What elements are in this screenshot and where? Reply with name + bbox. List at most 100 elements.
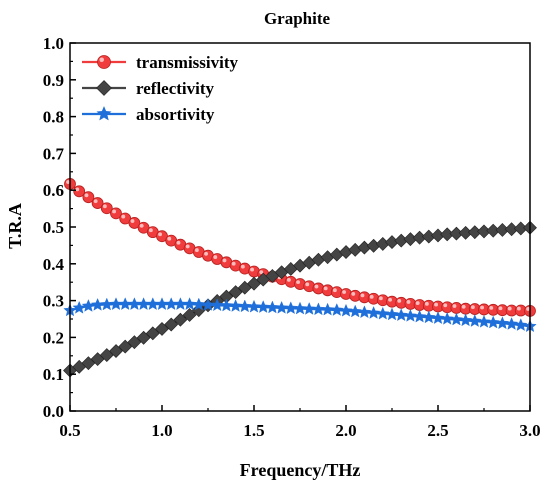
star-marker bbox=[219, 298, 234, 312]
legend-label: reflectivity bbox=[136, 79, 215, 98]
marker-shape bbox=[366, 306, 381, 319]
star-marker bbox=[320, 302, 335, 316]
marker-highlight bbox=[250, 267, 254, 272]
marker-shape bbox=[357, 305, 372, 319]
marker-shape bbox=[348, 304, 362, 318]
marker-shape bbox=[256, 300, 270, 313]
x-tick-label: 1.5 bbox=[243, 421, 264, 440]
marker-highlight bbox=[526, 307, 530, 311]
diamond-marker bbox=[118, 339, 133, 354]
star-marker bbox=[458, 313, 473, 327]
star-marker bbox=[274, 300, 289, 314]
marker-shape bbox=[155, 297, 169, 310]
marker-highlight bbox=[406, 300, 411, 304]
diamond-marker bbox=[96, 80, 112, 96]
x-tick-label: 3.0 bbox=[519, 421, 540, 440]
diamond-marker bbox=[182, 308, 197, 322]
circle-marker bbox=[183, 242, 196, 255]
marker-highlight bbox=[139, 223, 144, 228]
diamond-marker bbox=[164, 317, 179, 332]
y-tick-label: 0.7 bbox=[43, 144, 65, 163]
marker-highlight bbox=[489, 305, 494, 310]
circle-marker bbox=[73, 185, 86, 198]
marker-shape bbox=[182, 297, 197, 310]
star-marker bbox=[348, 304, 362, 318]
marker-shape bbox=[238, 299, 252, 313]
star-marker bbox=[201, 297, 215, 311]
marker-shape bbox=[109, 344, 123, 358]
diamond-marker bbox=[109, 344, 123, 358]
marker-highlight bbox=[240, 264, 245, 269]
series-line-reflectivity bbox=[69, 226, 531, 372]
circle-marker bbox=[229, 259, 242, 272]
star-marker bbox=[495, 316, 510, 330]
star-marker bbox=[127, 297, 142, 310]
star-marker bbox=[431, 311, 445, 324]
marker-highlight bbox=[342, 290, 347, 294]
marker-shape bbox=[394, 308, 408, 322]
marker-shape bbox=[90, 297, 105, 311]
x-tick-label: 0.5 bbox=[59, 421, 80, 440]
marker-shape bbox=[81, 299, 96, 312]
circle-marker bbox=[97, 55, 111, 69]
marker-highlight bbox=[112, 209, 116, 214]
marker-highlight bbox=[397, 298, 402, 303]
marker-shape bbox=[97, 55, 111, 69]
series-absortivity bbox=[63, 297, 537, 333]
diamond-marker bbox=[145, 326, 160, 341]
y-tick-label: 0.2 bbox=[43, 328, 64, 347]
circle-marker bbox=[367, 292, 380, 305]
marker-highlight bbox=[158, 232, 162, 237]
marker-highlight bbox=[66, 180, 70, 184]
marker-highlight bbox=[378, 296, 383, 301]
y-tick-label: 0.3 bbox=[43, 292, 64, 311]
star-marker bbox=[81, 299, 96, 312]
marker-highlight bbox=[194, 248, 199, 253]
star-marker bbox=[136, 297, 151, 310]
marker-highlight bbox=[305, 282, 310, 287]
marker-shape bbox=[118, 297, 132, 310]
series-line-transmissivity bbox=[69, 183, 531, 312]
marker-highlight bbox=[93, 199, 98, 204]
star-marker bbox=[265, 300, 280, 314]
y-axis-label: T.R.A bbox=[5, 203, 25, 249]
star-marker bbox=[504, 317, 519, 330]
star-marker bbox=[256, 300, 270, 313]
marker-shape bbox=[403, 309, 418, 322]
star-marker bbox=[146, 297, 160, 310]
circle-marker bbox=[100, 202, 113, 215]
x-axis-label: Frequency/THz bbox=[240, 460, 361, 480]
marker-shape bbox=[330, 303, 344, 316]
y-tick-label: 0.8 bbox=[43, 108, 64, 127]
star-marker bbox=[385, 307, 399, 321]
series-layer bbox=[63, 178, 537, 378]
star-marker bbox=[339, 303, 353, 317]
marker-highlight bbox=[314, 284, 319, 289]
marker-shape bbox=[118, 339, 133, 354]
legend-label: absortivity bbox=[136, 105, 215, 124]
star-marker bbox=[90, 297, 105, 311]
marker-highlight bbox=[323, 286, 328, 291]
marker-shape bbox=[182, 308, 197, 322]
y-tick-label: 0.1 bbox=[43, 365, 64, 384]
star-marker bbox=[357, 305, 372, 319]
star-marker bbox=[403, 309, 418, 322]
marker-shape bbox=[173, 297, 188, 310]
diamond-marker bbox=[155, 322, 169, 336]
marker-highlight bbox=[148, 228, 153, 233]
marker-shape bbox=[164, 297, 178, 310]
marker-shape bbox=[412, 309, 427, 323]
y-tick-label: 0.0 bbox=[43, 402, 64, 421]
x-tick-label: 1.0 bbox=[151, 421, 172, 440]
marker-shape bbox=[504, 317, 519, 330]
series-transmissivity bbox=[64, 178, 536, 317]
legend: transmissivity reflectivity absortivity bbox=[82, 53, 239, 124]
marker-highlight bbox=[360, 293, 365, 298]
marker-shape bbox=[284, 301, 298, 315]
circle-marker bbox=[349, 289, 362, 302]
marker-shape bbox=[293, 301, 307, 315]
marker-shape bbox=[320, 302, 335, 316]
star-marker bbox=[366, 306, 381, 319]
marker-shape bbox=[96, 80, 112, 96]
y-tick-label: 0.5 bbox=[43, 218, 64, 237]
